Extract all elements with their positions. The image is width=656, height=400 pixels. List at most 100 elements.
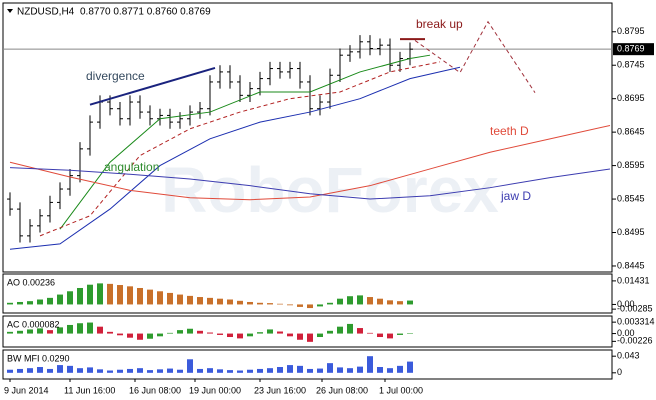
histogram-bar	[247, 333, 253, 337]
histogram-bar	[317, 333, 323, 338]
histogram-bar	[287, 304, 293, 306]
histogram-bar	[7, 331, 13, 334]
histogram-bar	[57, 327, 63, 334]
panel-title: AO 0.00236	[7, 277, 55, 287]
annotation: angulation	[104, 160, 159, 174]
histogram-bar	[37, 367, 43, 373]
line	[89, 66, 216, 106]
histogram-bar	[327, 302, 333, 305]
histogram-bar	[377, 298, 383, 305]
y-tick-label: 0.8645	[617, 127, 645, 137]
histogram-bar	[297, 365, 303, 373]
mfi-panel	[2, 349, 613, 380]
y-tick-label: 0.01431	[617, 275, 650, 285]
histogram-bar	[307, 304, 313, 309]
line	[59, 54, 431, 230]
histogram-bar	[317, 304, 323, 307]
histogram-bar	[237, 333, 243, 339]
histogram-bar	[157, 291, 163, 305]
histogram-bar	[67, 324, 73, 334]
histogram-bar	[297, 333, 303, 340]
histogram-bar	[127, 333, 133, 338]
histogram-bar	[177, 330, 183, 334]
histogram-bar	[397, 333, 403, 335]
histogram-bar	[107, 331, 113, 334]
main-panel	[2, 2, 613, 273]
x-tick-label: 26 Jun 08:00	[316, 385, 368, 395]
histogram-bar	[107, 283, 113, 305]
histogram-bar	[387, 300, 393, 305]
histogram-bar	[237, 370, 243, 373]
histogram-bar	[47, 330, 53, 334]
histogram-bar	[67, 291, 73, 305]
histogram-bar	[377, 367, 383, 373]
x-tick-label: 9 Jun 2014	[4, 385, 49, 395]
histogram-bar	[217, 369, 223, 373]
histogram-bar	[287, 333, 293, 337]
histogram-bar	[187, 295, 193, 305]
panel-title: AC 0.000082	[7, 319, 60, 329]
histogram-bar	[337, 298, 343, 305]
line	[39, 61, 441, 237]
histogram-bar	[47, 368, 53, 373]
line	[9, 66, 461, 250]
histogram-bar	[337, 326, 343, 334]
x-tick-label: 16 Jun 08:00	[129, 385, 181, 395]
histogram-bar	[117, 369, 123, 373]
histogram-bar	[407, 333, 413, 334]
histogram-bar	[227, 370, 233, 373]
histogram-bar	[297, 304, 303, 307]
histogram-bar	[277, 367, 283, 373]
y-tick-label: 0.8545	[617, 193, 645, 203]
histogram-bar	[357, 366, 363, 373]
histogram-bar	[77, 323, 83, 334]
current-price-label: 0.8769	[617, 44, 645, 54]
histogram-bar	[147, 370, 153, 373]
histogram-bar	[367, 356, 373, 373]
histogram-bar	[367, 297, 373, 305]
histogram-bar	[257, 332, 263, 334]
histogram-bar	[17, 368, 23, 373]
histogram-bar	[357, 328, 363, 334]
histogram-bar	[267, 368, 273, 373]
histogram-bar	[17, 330, 23, 334]
histogram-bar	[227, 299, 233, 305]
histogram-bar	[187, 359, 193, 373]
histogram-bar	[17, 301, 23, 305]
y-tick-label: 0	[617, 367, 622, 377]
histogram-bar	[407, 361, 413, 373]
histogram-bar	[167, 332, 173, 334]
y-tick-label: 0.8595	[617, 160, 645, 170]
histogram-bar	[267, 303, 273, 305]
histogram-bar	[317, 368, 323, 373]
histogram-bar	[87, 367, 93, 373]
histogram-bar	[197, 297, 203, 305]
histogram-bar	[77, 287, 83, 305]
histogram-bar	[97, 326, 103, 334]
histogram-bar	[157, 333, 163, 337]
current-price-box	[613, 43, 654, 56]
histogram-bar	[337, 367, 343, 373]
ac-panel	[2, 315, 613, 348]
histogram-bar	[107, 370, 113, 373]
histogram-bar	[127, 368, 133, 373]
histogram-bar	[37, 328, 43, 334]
histogram-bar	[287, 365, 293, 373]
histogram-bar	[347, 323, 353, 334]
y-tick-label: 0.00	[617, 328, 635, 338]
histogram-bar	[267, 329, 273, 334]
histogram-bar	[327, 363, 333, 373]
y-tick-label: 0.8745	[617, 60, 645, 70]
panel-title: BW MFI 0.0290	[7, 353, 70, 363]
histogram-bar	[117, 333, 123, 336]
histogram-bar	[347, 368, 353, 373]
symbol: NZDUSD,H4	[17, 7, 75, 18]
watermark: RoboForex	[161, 154, 499, 226]
x-tick-label: 19 Jun 00:00	[189, 385, 241, 395]
histogram-bar	[387, 368, 393, 373]
histogram-bar	[387, 333, 393, 339]
annotation: divergence	[86, 69, 145, 83]
histogram-bar	[397, 365, 403, 373]
x-tick-label: 1 Jul 00:00	[379, 385, 423, 395]
histogram-bar	[27, 368, 33, 373]
